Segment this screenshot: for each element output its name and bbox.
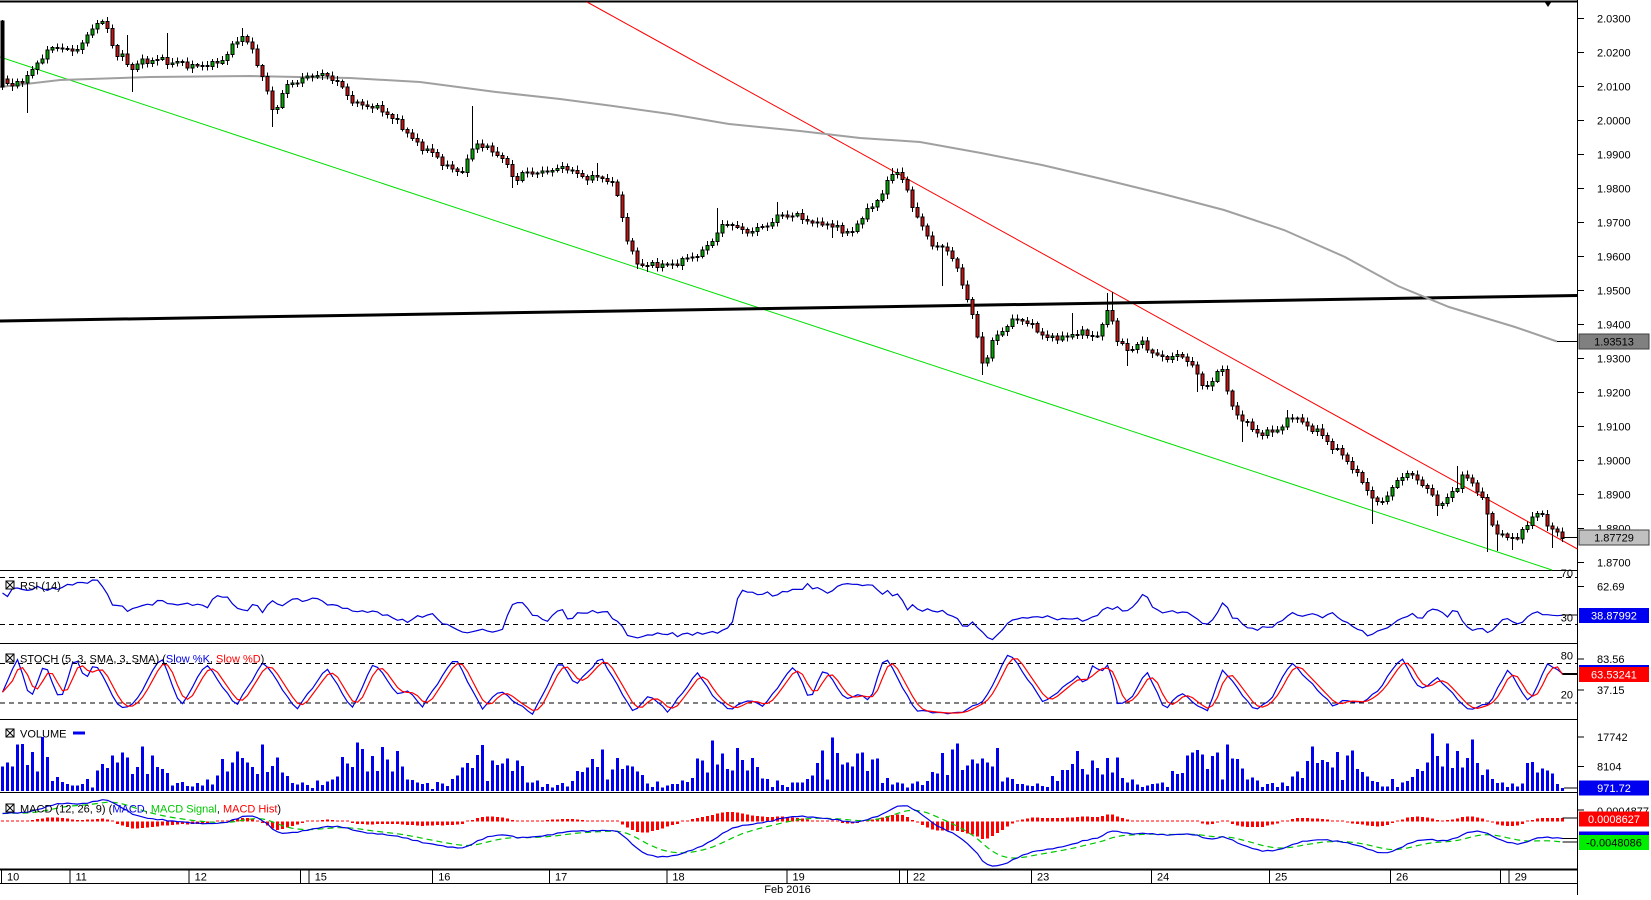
svg-text:1.8700: 1.8700 [1597, 558, 1631, 570]
svg-text:29: 29 [1515, 872, 1527, 884]
svg-text:12: 12 [195, 872, 207, 884]
svg-text:1.9400: 1.9400 [1597, 320, 1631, 332]
svg-text:1.93513: 1.93513 [1594, 337, 1634, 349]
svg-text:11: 11 [76, 872, 87, 884]
svg-text:10: 10 [7, 872, 19, 884]
svg-text:25: 25 [1275, 872, 1287, 884]
svg-text:15: 15 [315, 872, 327, 884]
svg-text:37.15: 37.15 [1597, 685, 1625, 697]
svg-text:24: 24 [1157, 872, 1169, 884]
svg-text:22: 22 [913, 872, 925, 884]
svg-text:1.9900: 1.9900 [1597, 150, 1631, 162]
svg-text:RSI (14): RSI (14) [20, 581, 61, 593]
svg-text:26: 26 [1396, 872, 1408, 884]
svg-text:38.87992: 38.87992 [1591, 611, 1637, 623]
svg-text:2.0200: 2.0200 [1597, 48, 1631, 60]
svg-text:1.9800: 1.9800 [1597, 184, 1631, 196]
svg-text:1.8900: 1.8900 [1597, 490, 1631, 502]
svg-text:17742: 17742 [1597, 732, 1628, 744]
svg-text:17: 17 [555, 872, 567, 884]
svg-text:MACD (12, 26, 9) (MACD, MACD S: MACD (12, 26, 9) (MACD, MACD Signal, MAC… [20, 804, 281, 816]
svg-text:1.87729: 1.87729 [1594, 533, 1634, 545]
svg-text:1.9200: 1.9200 [1597, 388, 1631, 400]
svg-text:62.69: 62.69 [1597, 581, 1625, 593]
svg-text:30: 30 [1561, 613, 1573, 625]
svg-text:18: 18 [672, 872, 684, 884]
svg-text:971.72: 971.72 [1597, 783, 1631, 795]
svg-text:2.0300: 2.0300 [1597, 14, 1631, 26]
svg-text:2.0000: 2.0000 [1597, 116, 1631, 128]
svg-text:16: 16 [438, 872, 450, 884]
svg-text:1.9500: 1.9500 [1597, 286, 1631, 298]
svg-text:8104: 8104 [1597, 761, 1621, 773]
svg-text:STOCH (5, 3, SMA, 3, SMA) (Slo: STOCH (5, 3, SMA, 3, SMA) (Slow %K, Slow… [20, 654, 264, 666]
svg-text:0.0008627: 0.0008627 [1588, 814, 1640, 826]
svg-text:1.9300: 1.9300 [1597, 354, 1631, 366]
svg-text:1.9700: 1.9700 [1597, 218, 1631, 230]
svg-text:-0.0048086: -0.0048086 [1586, 837, 1642, 849]
svg-text:1.9100: 1.9100 [1597, 422, 1631, 434]
svg-text:1.9000: 1.9000 [1597, 456, 1631, 468]
svg-text:Feb 2016: Feb 2016 [764, 884, 810, 895]
svg-text:VOLUME: VOLUME [20, 729, 66, 741]
svg-text:23: 23 [1037, 872, 1049, 884]
svg-text:80: 80 [1561, 651, 1573, 663]
svg-text:83.56: 83.56 [1597, 654, 1625, 666]
svg-text:19: 19 [793, 872, 805, 884]
svg-text:2.0100: 2.0100 [1597, 82, 1631, 94]
svg-text:70: 70 [1561, 568, 1573, 580]
svg-text:20: 20 [1561, 690, 1573, 702]
svg-text:1.9600: 1.9600 [1597, 252, 1631, 264]
svg-text:63.53241: 63.53241 [1591, 670, 1637, 682]
